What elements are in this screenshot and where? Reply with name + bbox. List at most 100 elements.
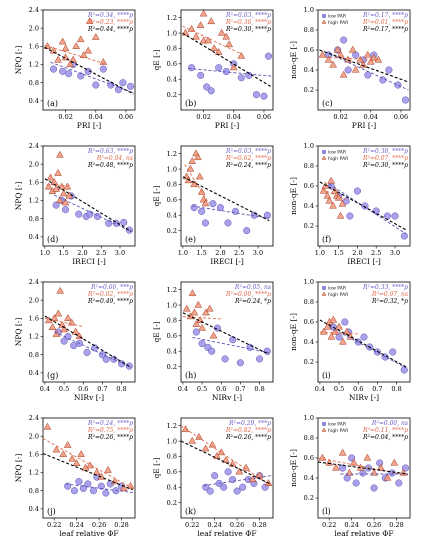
fit-line-high xyxy=(44,45,105,65)
high-par-point xyxy=(202,308,210,316)
x-tick-label: 2.5 xyxy=(371,249,381,257)
y-tick-label: 2.0 xyxy=(29,160,39,168)
panel-letter: (f) xyxy=(322,235,331,244)
x-tick-label: 0.28 xyxy=(114,521,128,529)
y-tick-label: 1.0 xyxy=(304,278,314,286)
high-par-point xyxy=(363,453,372,461)
panel-l: 0.22 0.24 0.26 0.28 0.2 0.4 0.6 0.8 1.0 leaf rela… xyxy=(289,414,411,538)
y-axis-label: qE [-] xyxy=(152,49,161,70)
panel-frame xyxy=(42,145,136,247)
x-tick-label: 2.5 xyxy=(96,249,106,257)
y-tick-label: 1.0 xyxy=(304,414,314,422)
low-par-point xyxy=(221,355,229,363)
x-tick-label: 2.0 xyxy=(215,249,225,257)
y-tick-label: 0.6 xyxy=(304,318,314,326)
x-tick-label: 0.04 xyxy=(89,113,103,121)
x-tick-label: 1.5 xyxy=(333,249,343,257)
y-tick-label: 2.4 xyxy=(29,6,39,14)
r2-annotation: R²=0.26, ****p xyxy=(87,434,133,441)
fit-line-high xyxy=(181,425,272,487)
panel-letter: (g) xyxy=(47,371,58,380)
y-tick-label: 0.4 xyxy=(167,347,177,355)
low-par-point xyxy=(376,459,384,467)
low-par-point xyxy=(50,65,58,73)
low-par-point xyxy=(86,210,94,218)
r2-annotation: R²=0.11, ****p xyxy=(362,427,408,434)
high-par-point xyxy=(194,153,202,161)
high-par-point xyxy=(201,444,210,452)
high-par-point xyxy=(383,473,392,481)
y-tick-label: 2.0 xyxy=(29,24,39,32)
low-par-point xyxy=(97,482,105,490)
x-tick-label: 3.0 xyxy=(390,249,400,257)
x-tick-label: 0.5 xyxy=(197,385,207,393)
y-axis-label: NPQ [-] xyxy=(14,454,23,483)
y-tick-label: 1.0 xyxy=(167,165,177,173)
data-layer xyxy=(182,289,271,367)
x-axis-label: IRECI [-] xyxy=(210,257,244,266)
x-tick-label: 0.28 xyxy=(389,521,403,529)
high-par-point xyxy=(44,182,53,190)
high-par-point xyxy=(68,454,77,462)
r2-annotation: R²=0.48, ****p xyxy=(87,162,133,169)
x-axis-label: PRI [-] xyxy=(77,121,102,130)
x-axis-label: IRECI [-] xyxy=(347,257,381,266)
r2-annotation: R²=0.07, ****p xyxy=(362,155,408,162)
r2-annotation: R²=0.44, ****p xyxy=(87,26,133,33)
high-par-point xyxy=(195,432,203,440)
high-par-point xyxy=(363,50,372,58)
low-par-point xyxy=(213,324,221,332)
y-tick-label: 1.2 xyxy=(167,14,177,22)
x-tick-label: 0.06 xyxy=(119,113,133,121)
low-par-point xyxy=(343,474,351,482)
y-tick-label: 1.2 xyxy=(29,469,39,477)
high-par-point xyxy=(329,60,337,68)
legend-low-label: low PAR xyxy=(328,422,347,428)
low-par-point xyxy=(192,328,200,336)
low-par-point xyxy=(264,52,273,60)
y-axis-label: NPQ [-] xyxy=(14,318,23,347)
low-par-point xyxy=(401,464,410,472)
fit-line-high xyxy=(319,331,359,335)
x-tick-label: 0.26 xyxy=(367,521,381,529)
y-tick-label: 0.4 xyxy=(29,97,39,105)
high-par-point xyxy=(61,44,70,52)
low-par-point xyxy=(346,212,354,220)
y-tick-label: 1.0 xyxy=(167,437,177,445)
y-axis-label: non-qE [-] xyxy=(289,177,298,215)
x-tick-label: 3.0 xyxy=(253,249,263,257)
high-par-point xyxy=(72,42,81,49)
panel-letter: (h) xyxy=(185,371,196,380)
high-par-point xyxy=(86,461,94,469)
r2-annotation: R²=0.82, ****p xyxy=(225,427,271,434)
high-par-point xyxy=(338,448,347,456)
y-tick-label: 0.4 xyxy=(29,233,39,241)
high-par-point xyxy=(222,32,231,40)
x-tick-label: 2.0 xyxy=(352,249,362,257)
legend-low-marker xyxy=(321,285,327,291)
high-par-point xyxy=(323,322,332,330)
y-tick-label: 0.6 xyxy=(304,182,314,190)
x-tick-label: 0.26 xyxy=(92,521,106,529)
low-par-point xyxy=(203,83,211,91)
fit-line-high xyxy=(46,184,72,187)
data-layer xyxy=(318,36,410,104)
legend-low-marker xyxy=(321,13,327,19)
y-tick-label: 1.6 xyxy=(29,43,39,51)
low-par-point xyxy=(206,487,214,495)
low-par-point xyxy=(233,487,241,495)
r2-annotation: R²=0.00, ****p xyxy=(225,291,271,298)
y-tick-label: 1.2 xyxy=(29,333,39,341)
panel-frame xyxy=(42,417,136,519)
high-par-point xyxy=(190,180,198,187)
high-par-point xyxy=(376,463,385,471)
high-par-point xyxy=(210,44,219,51)
high-par-point xyxy=(43,422,52,430)
fit-line-low xyxy=(329,326,407,369)
legend-high-marker xyxy=(321,291,327,296)
y-tick-label: 0.4 xyxy=(29,369,39,377)
legend-high-label: high PAR xyxy=(328,292,349,298)
high-par-point xyxy=(348,45,357,53)
r2-annotation: R²=0.03, ****p xyxy=(225,12,271,19)
r2-annotation: R²=0.17, ****p xyxy=(362,26,408,33)
